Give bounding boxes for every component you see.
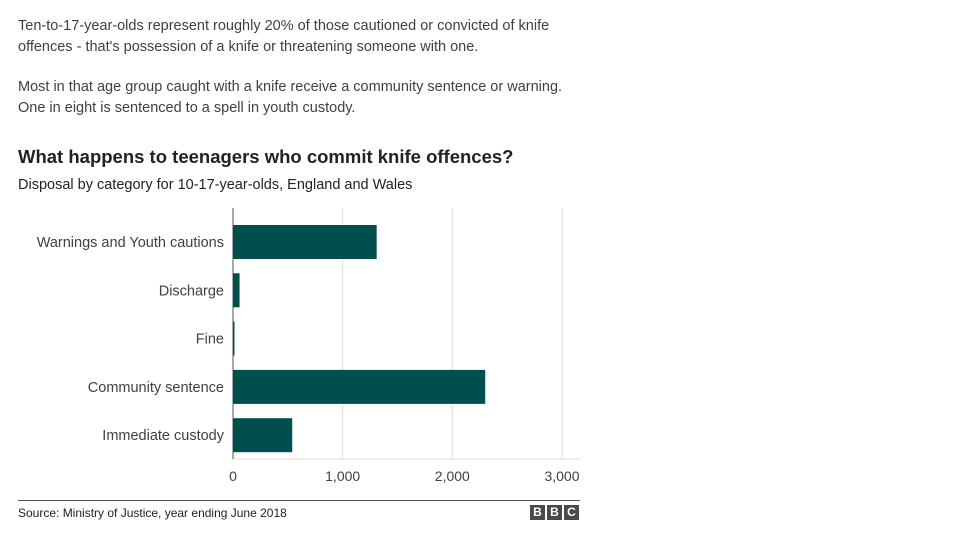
source-divider — [18, 500, 580, 501]
bar — [233, 418, 293, 453]
x-tick-label: 1,000 — [325, 468, 360, 484]
source-note: Source: Ministry of Justice, year ending… — [18, 506, 287, 520]
article-paragraph-2: Most in that age group caught with a kni… — [18, 79, 563, 116]
bbc-logo: B B C — [530, 505, 579, 520]
chart-title: What happens to teenagers who commit kni… — [18, 146, 514, 167]
category-label: Warnings and Youth cautions — [37, 235, 224, 251]
chart-subtitle: Disposal by category for 10-17-year-olds… — [18, 177, 413, 193]
bbc-logo-letter: B — [530, 505, 545, 520]
bars — [233, 225, 486, 453]
x-tick-labels: 0 1,000 2,000 3,000 — [229, 468, 580, 484]
category-label: Community sentence — [88, 380, 224, 396]
bar — [233, 321, 235, 356]
category-label: Immediate custody — [102, 428, 224, 444]
bar-chart: Warnings and Youth cautions Discharge Fine… — [37, 208, 580, 484]
x-tick-label: 3,000 — [544, 468, 579, 484]
bar — [233, 273, 240, 308]
category-label: Discharge — [159, 283, 224, 299]
bar — [233, 369, 486, 404]
bar — [233, 225, 377, 259]
x-tick-label: 2,000 — [435, 468, 470, 484]
category-labels: Warnings and Youth cautions Discharge Fine… — [37, 235, 225, 444]
bbc-logo-letter: B — [547, 505, 562, 520]
x-tick-label: 0 — [229, 468, 237, 484]
category-label: Fine — [196, 332, 224, 348]
article-paragraph-1: Ten-to-17-year-olds represent roughly 20… — [18, 18, 550, 55]
bbc-logo-letter: C — [564, 505, 579, 520]
